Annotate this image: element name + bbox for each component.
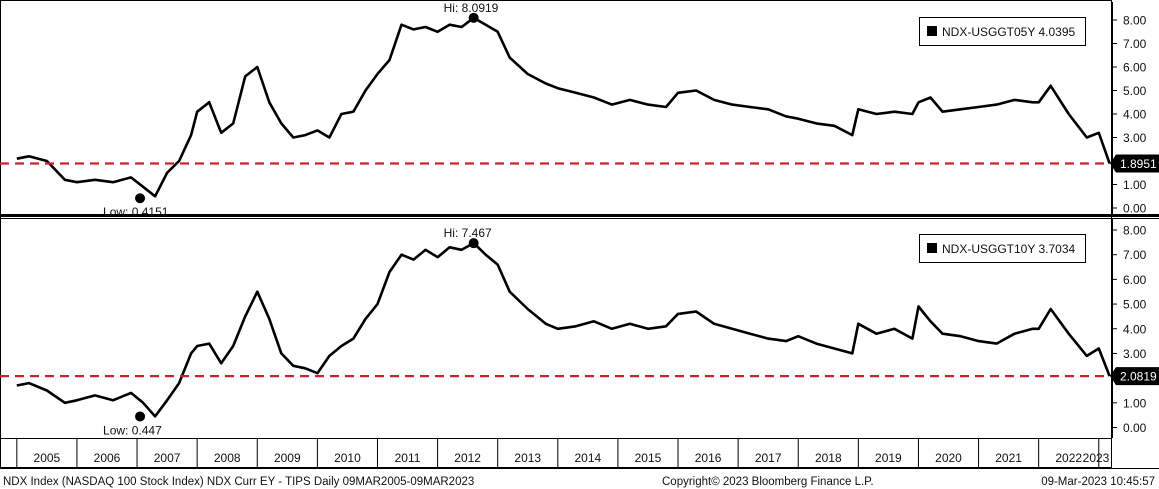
x-tick-label: 2021: [995, 451, 1022, 465]
y-tick-label: 5.00: [1123, 298, 1147, 312]
low-label: Low: 0.4151: [103, 205, 169, 219]
hi-marker: [468, 12, 479, 23]
y-tick-label: 3.00: [1123, 131, 1147, 145]
footer-description: NDX Index (NASDAQ 100 Stock Index) NDX C…: [3, 476, 474, 488]
x-tick-label: 2008: [214, 451, 241, 465]
x-tick-label: 2006: [94, 451, 121, 465]
x-tick-label: 2017: [755, 451, 782, 465]
x-tick-label: 2014: [575, 451, 602, 465]
legend-swatch: [927, 243, 937, 253]
legend-box: [919, 234, 1086, 263]
y-tick-label: 4.00: [1123, 108, 1147, 122]
x-tick-label: 2005: [34, 451, 61, 465]
y-tick-label: 3.00: [1123, 347, 1147, 361]
y-tick-label: 5.00: [1123, 84, 1147, 98]
x-tick-label: 2023: [1083, 451, 1110, 465]
y-tick-label: 6.00: [1123, 273, 1147, 287]
x-tick-label: 2019: [875, 451, 902, 465]
y-tick-label: 8.00: [1123, 14, 1147, 28]
y-tick-label: 4.00: [1123, 322, 1147, 336]
legend-entry: NDX-USGGT10Y 3.7034: [942, 242, 1075, 256]
low-label: Low: 0.447: [103, 423, 162, 437]
x-tick-label: 2013: [514, 451, 541, 465]
x-tick-label: 2022: [1055, 451, 1082, 465]
x-tick-label: 2018: [815, 451, 842, 465]
x-tick-label: 2020: [935, 451, 962, 465]
y-tick-label: 8.00: [1123, 224, 1147, 238]
x-tick-label: 2015: [635, 451, 662, 465]
low-marker: [135, 411, 146, 422]
y-tick-label: 1.00: [1123, 396, 1147, 410]
last-value-label: 1.8951: [1120, 157, 1157, 171]
last-value-tag: [1110, 154, 1159, 173]
plot-frame: [0, 0, 1112, 468]
legend-swatch: [927, 26, 937, 36]
y-tick-label: 0.00: [1123, 421, 1147, 435]
legend-box: [919, 17, 1086, 46]
x-tick-label: 2012: [454, 451, 481, 465]
y-tick-label: 6.00: [1123, 61, 1147, 75]
hi-label: Hi: 7.467: [444, 226, 492, 240]
hi-marker: [468, 238, 479, 249]
x-tick-label: 2009: [274, 451, 301, 465]
x-tick-label: 2007: [154, 451, 181, 465]
x-tick-label: 2016: [695, 451, 722, 465]
y-tick-label: 7.00: [1123, 37, 1147, 51]
footer-timestamp: 09-Mar-2023 10:45:57: [1041, 476, 1155, 488]
footer-copyright: Copyright© 2023 Bloomberg Finance L.P.: [662, 476, 874, 488]
legend-entry: NDX-USGGT05Y 4.0395: [942, 25, 1075, 39]
hi-label: Hi: 8.0919: [444, 1, 499, 15]
series-line: [16, 241, 1111, 418]
y-tick-label: 0.00: [1123, 202, 1147, 216]
last-value-label: 2.0819: [1120, 370, 1157, 384]
x-tick-label: 2011: [395, 451, 421, 465]
last-value-tag: [1110, 367, 1159, 386]
y-tick-label: 1.00: [1123, 178, 1147, 192]
series-line: [16, 16, 1111, 198]
y-tick-label: 7.00: [1123, 248, 1147, 262]
low-marker: [135, 193, 146, 204]
x-tick-label: 2010: [334, 451, 361, 465]
